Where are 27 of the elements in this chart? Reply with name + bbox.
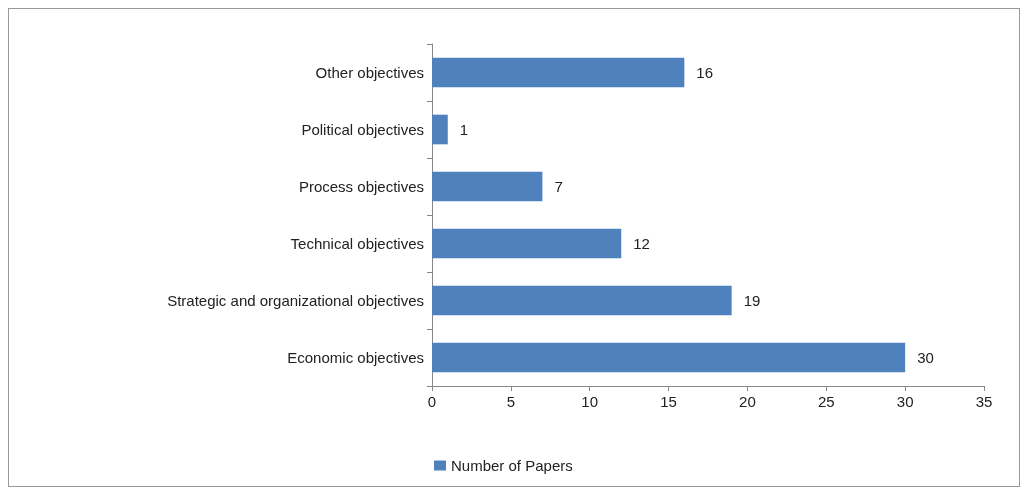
y-tick-label: Process objectives (298, 178, 424, 195)
bar (432, 114, 448, 145)
y-tick-label: Economic objectives (287, 349, 424, 366)
x-tick-label: 0 (427, 393, 437, 410)
bar (432, 57, 685, 88)
x-tick-label: 20 (739, 393, 756, 410)
x-tick-label: 25 (817, 393, 835, 410)
bar (432, 228, 622, 259)
data-label: 19 (743, 292, 761, 309)
legend-label: Number of Papers (451, 457, 573, 474)
data-label: 30 (917, 349, 934, 366)
data-label: 16 (696, 64, 714, 81)
x-tick-label: 5 (506, 393, 516, 410)
y-tick-label: Strategic and organizational objectives (167, 292, 424, 309)
x-tick-label: 10 (581, 393, 599, 410)
bar (432, 285, 732, 316)
x-tick-label: 15 (660, 393, 677, 410)
bar (432, 171, 543, 202)
x-tick-label: 35 (975, 393, 993, 410)
data-label: 1 (459, 121, 469, 138)
x-tick-label: 30 (896, 393, 914, 410)
data-label: 12 (633, 235, 650, 252)
y-tick-label: Technical objectives (290, 235, 424, 252)
data-label: 7 (554, 178, 563, 195)
y-tick-label: Other objectives (315, 64, 424, 81)
bar (432, 342, 906, 373)
y-tick-label: Political objectives (301, 121, 424, 138)
